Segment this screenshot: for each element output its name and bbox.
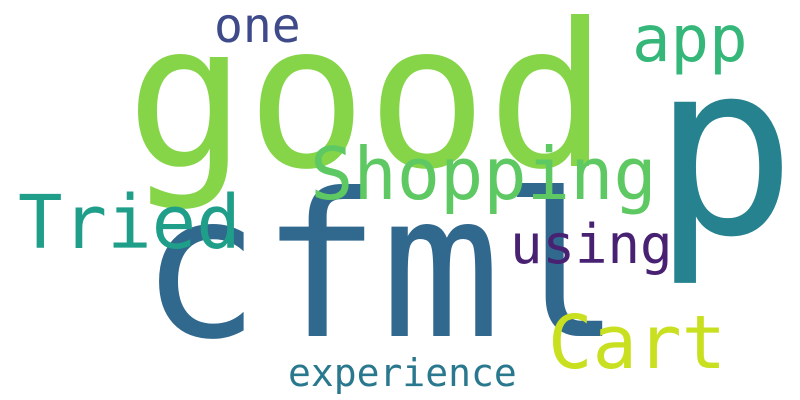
word-cart: Cart [548,300,727,386]
word-good: good [126,0,608,214]
word-experience: experience [288,351,517,395]
word-shopping: Shopping [310,132,657,216]
word-one: one [214,0,301,54]
word-p: p [652,10,797,290]
word-app: app [632,3,748,77]
word-cfml: cfml [140,151,622,384]
word-tried: Tried [18,180,241,266]
word-using: using [510,213,673,276]
